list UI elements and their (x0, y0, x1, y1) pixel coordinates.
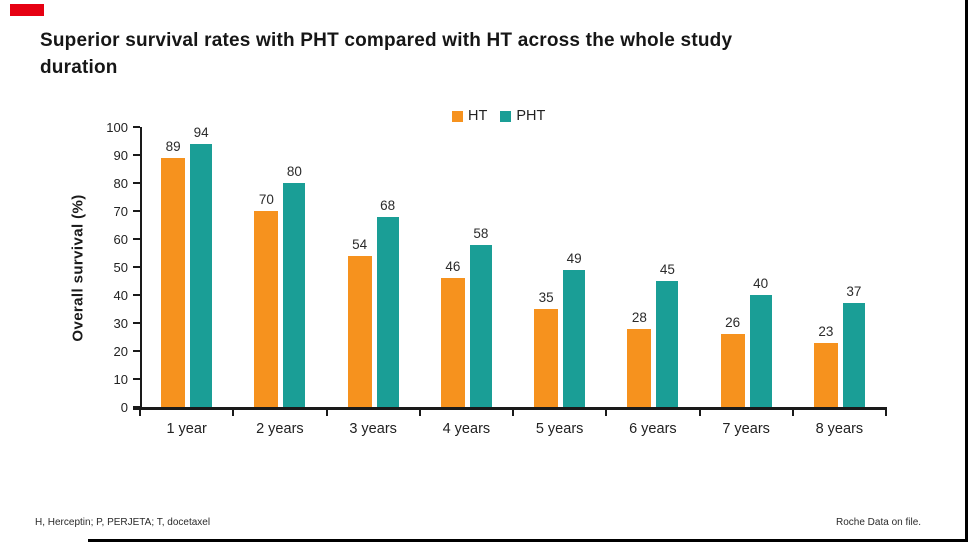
bar-value-label: 94 (193, 124, 209, 140)
y-tick-label: 70 (113, 203, 128, 219)
y-tick-label: 90 (113, 147, 128, 163)
bar-value-label: 58 (473, 225, 489, 241)
legend: HT PHT (452, 108, 545, 124)
x-tick (885, 407, 887, 416)
y-tick (133, 294, 140, 296)
y-tick-label: 60 (113, 231, 128, 247)
bar-ht (720, 334, 745, 407)
y-tick (133, 126, 140, 128)
y-tick (133, 182, 140, 184)
y-tick-label: 40 (113, 287, 128, 303)
bar-ht (347, 255, 372, 407)
legend-label: PHT (516, 108, 546, 124)
bar-pht (190, 143, 213, 407)
legend-swatch-pht (500, 110, 512, 122)
x-tick (791, 407, 794, 416)
bar-value-label: 40 (753, 276, 769, 291)
bar-value-label: 80 (286, 164, 302, 179)
bar-value-label: 89 (165, 138, 181, 154)
bar-pht (283, 183, 306, 407)
right-border-line (965, 0, 968, 542)
x-tick (325, 407, 328, 416)
x-axis-line (133, 407, 886, 410)
bar-pht (842, 303, 865, 407)
bar-pht (469, 244, 492, 407)
y-tick-label: 80 (113, 175, 128, 191)
legend-item-pht: PHT (500, 108, 545, 124)
footnote-source: Roche Data on file. (836, 517, 922, 528)
y-tick-label: 30 (113, 315, 128, 331)
bottom-border-line (88, 539, 968, 542)
bar-ht (161, 157, 186, 407)
y-axis-title: Overall survival (%) (69, 194, 87, 342)
bar-value-label: 49 (566, 250, 582, 266)
x-axis-label: 4 years (442, 421, 491, 437)
bar-ht (254, 211, 279, 407)
bar-value-label: 26 (725, 315, 741, 331)
y-tick-label: 20 (113, 343, 128, 359)
x-tick (698, 407, 701, 416)
bar-value-label: 70 (258, 192, 274, 207)
x-tick (139, 407, 141, 416)
bar-value-label: 68 (380, 197, 396, 213)
x-axis-label: 6 years (629, 421, 677, 437)
bar-ht (627, 328, 652, 407)
bar-pht (749, 295, 772, 407)
bar-value-label: 46 (445, 259, 461, 275)
bar-pht (563, 269, 586, 407)
y-tick (133, 210, 140, 212)
y-tick (133, 266, 140, 268)
bar-pht (656, 281, 679, 407)
y-tick-label: 0 (120, 399, 128, 415)
y-tick (133, 238, 140, 240)
x-axis-label: 8 years (815, 421, 864, 437)
bar-value-label: 45 (659, 262, 675, 277)
bar-value-label: 37 (846, 284, 862, 300)
y-tick-label: 100 (106, 119, 128, 135)
y-tick-label: 10 (113, 371, 128, 387)
x-tick (605, 407, 608, 416)
footnote-abbreviations: H, Herceptin; P, PERJETA; T, docetaxel (35, 517, 211, 528)
y-tick-label: 50 (113, 259, 128, 275)
bar-ht (534, 309, 559, 407)
red-corner-mark (10, 4, 44, 16)
x-tick (418, 407, 421, 416)
x-axis-label: 3 years (349, 421, 397, 437)
x-tick (512, 407, 514, 416)
bar-value-label: 35 (538, 290, 554, 305)
bar-ht (813, 342, 838, 407)
y-tick (133, 154, 140, 156)
y-tick (133, 378, 140, 380)
bar-value-label: 23 (818, 323, 834, 339)
legend-label: HT (468, 108, 488, 124)
bar-pht (376, 216, 399, 407)
chart-title: Superior survival rates with PHT compare… (40, 30, 733, 78)
y-tick (133, 322, 140, 324)
bar-ht (440, 278, 465, 407)
y-tick (133, 406, 140, 408)
x-tick (232, 407, 235, 416)
bar-value-label: 54 (352, 236, 368, 252)
legend-swatch-ht (452, 110, 463, 122)
y-axis-line (140, 127, 142, 408)
x-axis-label: 7 years (722, 421, 770, 437)
x-axis-label: 1 year (166, 421, 207, 437)
x-axis-label: 5 years (535, 421, 584, 437)
legend-item-ht: HT (452, 108, 487, 124)
x-axis-label: 2 years (256, 421, 304, 437)
y-tick (133, 350, 140, 352)
bar-value-label: 28 (631, 309, 647, 325)
